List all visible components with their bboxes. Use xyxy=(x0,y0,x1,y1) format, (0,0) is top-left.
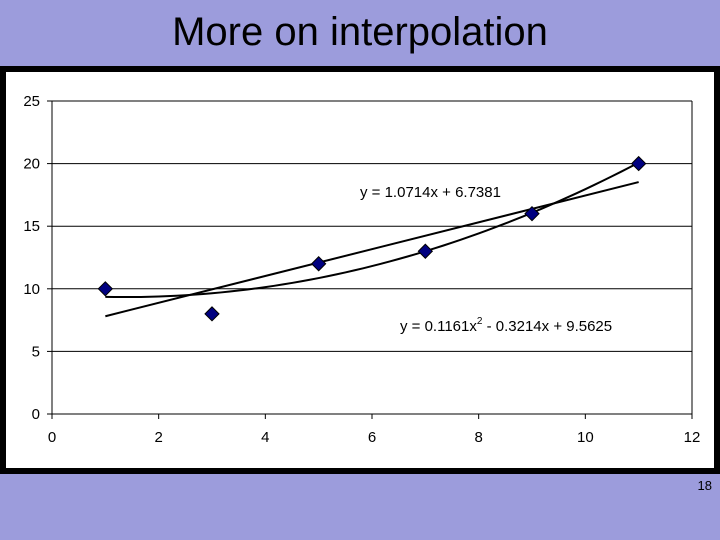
data-point xyxy=(524,205,540,222)
y-tick-label: 10 xyxy=(23,281,40,298)
data-point xyxy=(97,281,114,297)
polynomial-equation: y = 0.1161x2 - 0.3214x + 9.5625 xyxy=(400,316,612,335)
data-point xyxy=(630,155,647,172)
scatter-chart: 0 5 10 15 20 25 0 2 4 6 8 10 12 y = 1.0714x + 6.7381… xyxy=(23,93,700,446)
x-tick-label: 2 xyxy=(154,429,162,446)
x-tick-label: 6 xyxy=(368,429,376,446)
gridlines xyxy=(52,100,692,352)
x-tick-label: 4 xyxy=(261,429,269,446)
data-point xyxy=(204,306,220,322)
slide-title: More on interpolation xyxy=(172,10,548,54)
data-point xyxy=(310,256,327,272)
chart-area: 0 5 10 15 20 25 0 2 4 6 8 10 12 y = 1.0714x + 6.7381… xyxy=(6,72,714,468)
data-points xyxy=(97,155,647,322)
page-number: 18 xyxy=(697,478,712,493)
chart-frame: 0 5 10 15 20 25 0 2 4 6 8 10 12 y = 1.0714x + 6.7381… xyxy=(0,66,720,474)
y-tick-label: 20 xyxy=(23,156,40,173)
tick-labels: 0 5 10 15 20 25 0 2 4 6 8 10 12 xyxy=(23,93,700,446)
y-tick-label: 5 xyxy=(32,343,40,360)
x-tick-label: 8 xyxy=(474,429,482,446)
linear-equation: y = 1.0714x + 6.7381 xyxy=(360,184,501,201)
polynomial-trendline xyxy=(105,161,640,299)
y-tick-label: 0 xyxy=(32,406,40,423)
trendline-equations: y = 1.0714x + 6.7381 y = 0.1161x2 - 0.321… xyxy=(360,184,612,335)
trendlines xyxy=(105,161,640,318)
y-tick-label: 15 xyxy=(23,218,40,235)
x-tick-label: 10 xyxy=(577,429,594,446)
axes xyxy=(47,100,693,419)
y-tick-label: 25 xyxy=(23,93,40,110)
data-point xyxy=(417,243,434,259)
x-tick-label: 12 xyxy=(684,429,701,446)
x-tick-label: 0 xyxy=(48,429,56,446)
